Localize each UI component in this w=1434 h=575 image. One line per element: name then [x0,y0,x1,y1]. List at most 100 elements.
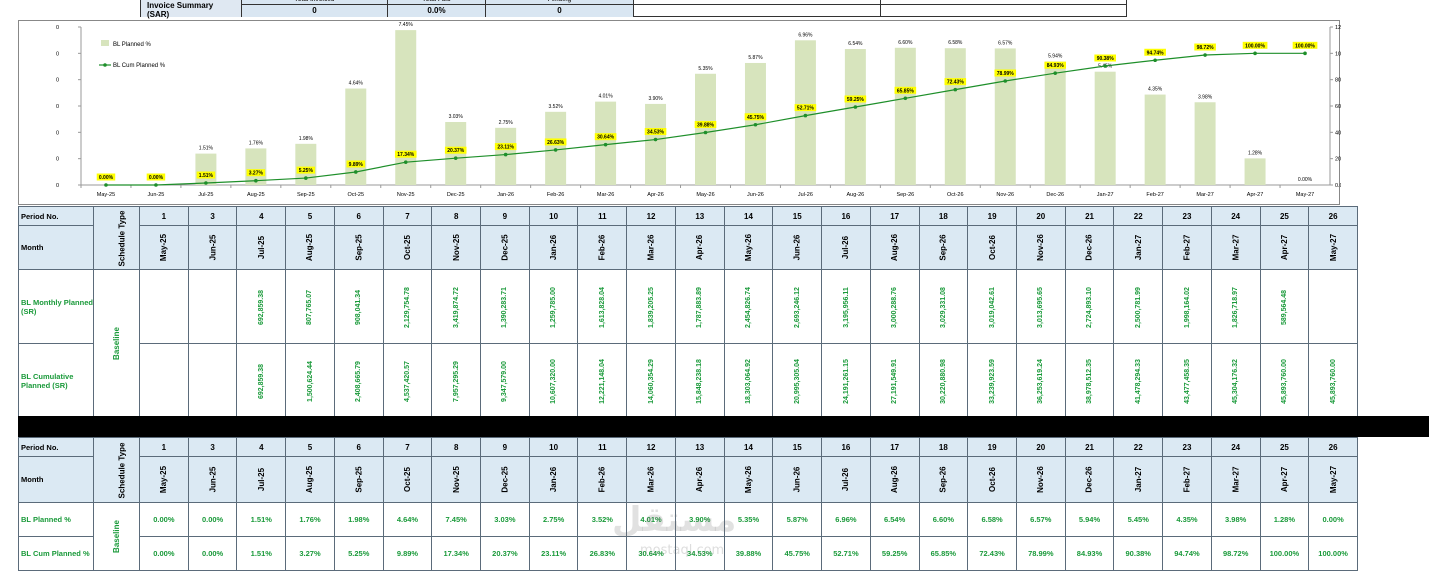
bl-planned-pct-value: 4.64% [396,515,419,524]
month-label: Feb-26 [597,234,607,261]
bl-cumulative-planned-cell [187,343,238,418]
bl-cumulative-planned-value: 45,893,760.00 [1329,359,1337,404]
bl-monthly-planned-value: 908,041.34 [355,289,363,326]
bl-cum-planned-pct-cell: 100.00% [1259,536,1310,571]
schedule-type-header: Schedule Type [93,206,140,270]
bar [695,73,716,185]
x-tick-label: May-27 [1296,192,1314,198]
line-label-bg [394,150,417,158]
line-label-bg [744,113,767,121]
bl-cum-planned-pct-cell: 45.75% [772,536,823,571]
bl-planned-pct-cell: 7.45% [431,502,482,537]
month-header: Month [18,456,94,503]
bl-cum-planned-pct-cell: 100.00% [1308,536,1358,571]
bl-planned-pct-cell: 5.35% [723,502,774,537]
month-label: Aug-25 [305,233,315,262]
bl-monthly-planned-value: 2,500,781.99 [1134,287,1142,328]
line-label-bg [96,173,116,181]
right-tick-label: 40.00% [1335,130,1341,136]
chart-legend: BL Planned % BL Cum Planned % [99,40,166,69]
line-point [304,176,308,180]
bl-cum-planned-pct-cell: 59.25% [869,536,920,571]
total-invoiced-cell: Total Invoiced 0 [242,0,388,17]
bl-planned-pct-value: 5.87% [786,515,808,524]
bl-cum-planned-pct-value: 1.51% [250,549,272,558]
bl-monthly-planned-value: 1,826,718.97 [1232,287,1240,328]
bl-cum-planned-pct-cell: 98.72% [1210,536,1261,571]
bl-cum-planned-pct-cell: 0.00% [187,536,238,571]
month-label: Dec-26 [1085,234,1095,261]
period-cell: 19 [967,437,1017,457]
bl-planned-pct-value: 5.94% [1078,515,1101,524]
month-cell: Dec-26 [1064,456,1115,503]
month-cell: Jun-26 [772,225,823,270]
bl-cumulative-planned-value: 7,957,295.29 [452,361,460,402]
line-label-bg [494,143,517,151]
bl-planned-pct-cell: 4.64% [382,502,433,537]
bl-planned-pct-value: 0.00% [1322,515,1344,524]
line-point [903,96,908,101]
line-data-label: 84.93% [1047,63,1065,69]
right-tick-label: 80.00% [1335,78,1341,84]
bl-cum-planned-pct-cell: 5.25% [333,536,384,571]
month-cell: Feb-27 [1162,225,1212,270]
month-cell: Jan-27 [1113,456,1164,503]
bar-data-label: 5.94% [1048,54,1063,60]
period-cell: 25 [1259,437,1310,457]
bl-cum-planned-pct-cell: 17.34% [431,536,482,571]
x-tick-label: Mar-26 [597,192,614,198]
bl-cumulative-planned-value: 30,220,880.98 [939,359,947,404]
bar [1044,61,1066,185]
bl-cumulative-planned-value: 692,859.38 [257,363,265,400]
month-label: Jul-26 [841,467,851,492]
pending-header: Pending [486,0,633,5]
line-data-label: 26.63% [547,140,565,146]
period-no-header: Period No. [18,437,94,457]
bl-planned-pct-cell: 3.98% [1210,502,1261,537]
x-tick-label: Apr-26 [647,192,664,198]
bar-data-label: 1.76% [249,140,264,146]
period-cell: 11 [577,437,628,457]
bar [645,103,667,185]
summary-blank-cell [881,0,1127,17]
bl-planned-pct-value: 4.35% [1176,515,1198,524]
bl-monthly-planned-value: 3,000,288.76 [891,287,899,328]
pending-value: 0 [557,6,562,15]
bl-monthly-planned-cell: 3,029,331.08 [918,269,969,344]
x-tick-label: Sep-26 [896,192,914,198]
month-cell: Dec-25 [480,225,530,270]
bl-cumulative-planned-value: 10,607,320.00 [550,359,558,404]
line-label-bg [894,86,917,94]
line-point [953,87,958,92]
month-label: Jul-25 [256,467,266,492]
bl-cumulative-planned-cell: 36,253,619.24 [1015,343,1066,418]
bar-data-label: 0.00% [1298,177,1313,183]
bl-monthly-planned-value: 3,419,874.72 [452,287,460,328]
bl-planned-pct-value: 0.00% [201,515,224,524]
bar [195,153,217,185]
bl-planned-pct-cell: 1.51% [236,502,287,537]
legend-line-label: BL Cum Planned % [113,63,166,69]
line-point [1053,71,1058,75]
period-cell: 14 [723,437,774,457]
bl-cum-planned-pct-value: 65.85% [930,549,957,558]
period-cell: 1 [139,437,189,457]
period-cell: 21 [1064,437,1115,457]
month-label: Oct-26 [987,467,997,492]
x-tick-label: May-26 [696,192,714,198]
month-label: Dec-25 [500,234,510,261]
x-tick-label: Nov-26 [996,192,1014,198]
line-data-label: 45.75% [747,115,765,121]
line-label-bg [794,104,817,112]
line-label-bg [994,69,1017,77]
bl-cum-planned-pct-cell: 65.85% [918,536,969,571]
line-label-bg [1242,41,1268,49]
bl-planned-pct-value: 1.51% [250,515,272,524]
bl-planned-pct-cell: 4.35% [1162,502,1212,537]
x-tick-label: Oct-26 [947,192,964,198]
bl-cum-planned-pct-value: 100.00% [1318,549,1348,558]
bl-cum-planned-pct-cell: 94.74% [1162,536,1212,571]
line-data-label: 34.53% [647,130,665,136]
bl-cum-planned-pct-cell: 72.43% [967,536,1017,571]
bl-monthly-planned-cell: 908,041.34 [333,269,384,344]
